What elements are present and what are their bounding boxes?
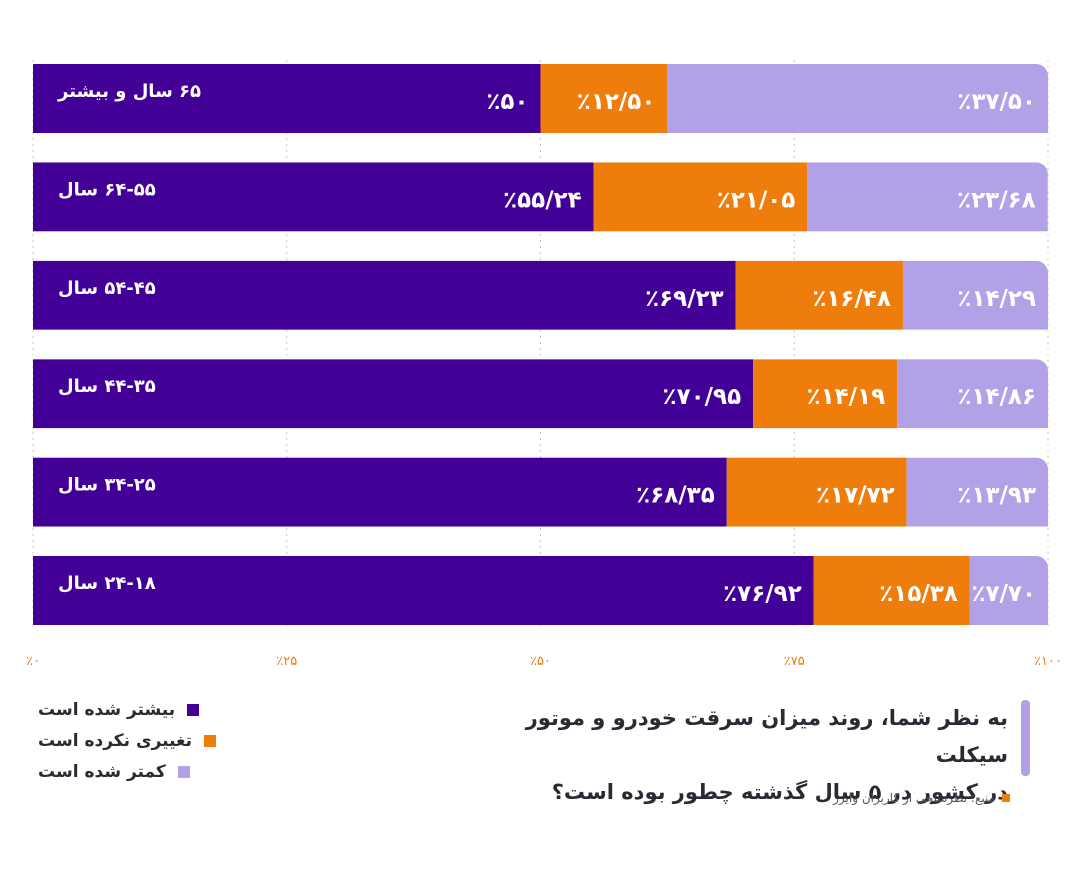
bar-segment — [33, 556, 814, 625]
value-label: ٪۱۵/۳۸ — [879, 581, 958, 607]
bar-row — [33, 260, 1048, 330]
legend-swatch-increased — [187, 703, 200, 716]
value-label: ٪۵۰ — [486, 89, 528, 115]
source-marker — [1002, 794, 1010, 802]
bar-segment — [33, 260, 736, 330]
x-tick-label: ٪۷۵ — [784, 654, 805, 669]
x-tick-label: ٪۰ — [26, 654, 40, 669]
bar-segment — [33, 64, 541, 133]
value-label: ٪۷/۷۰ — [971, 581, 1036, 607]
bar-segment — [726, 457, 907, 527]
bar-row — [33, 457, 1048, 527]
value-label: ٪۵۵/۲۴ — [503, 187, 582, 213]
value-label: ٪۳۷/۵۰ — [957, 89, 1036, 115]
bar-segment — [33, 162, 594, 232]
bar-segment — [902, 260, 1048, 330]
category-label: ۶۵ سال و بیشتر — [57, 81, 201, 102]
value-label: ٪۱۷/۷۲ — [816, 483, 895, 509]
source-text: منبع: نظرسنجی از کاربران وایزر — [833, 791, 995, 805]
question-text: به نظر شما، روند میزان سرقت خودرو و موتو… — [470, 700, 1008, 811]
value-label: ٪۲۳/۶۸ — [957, 187, 1036, 213]
value-label: ٪۱۴/۸۶ — [957, 384, 1036, 410]
bar-row — [33, 162, 1048, 232]
bar-segment — [667, 64, 1048, 133]
value-label: ٪۱۲/۵۰ — [577, 89, 656, 115]
value-label: ٪۱۴/۱۹ — [807, 384, 886, 410]
bar-segment — [33, 359, 754, 429]
bar-segment — [813, 556, 970, 625]
bar-row — [33, 359, 1048, 429]
bar-row — [33, 556, 1048, 625]
legend-label-decreased: کمتر شده است — [38, 761, 166, 782]
bar-segment — [33, 457, 727, 527]
category-label: ۵۴-۴۵ سال — [58, 278, 156, 299]
value-label: ٪۲۱/۰۵ — [717, 187, 796, 213]
x-tick-label: ٪۱۰۰ — [1034, 654, 1062, 669]
bar-segment — [593, 162, 808, 232]
category-label: ۲۴-۱۸ سال — [58, 573, 156, 594]
bar-segment — [540, 64, 668, 133]
source-note: منبع: نظرسنجی از کاربران وایزر — [833, 791, 1010, 805]
category-label: ۶۴-۵۵ سال — [58, 179, 156, 200]
bar-segment — [735, 260, 903, 330]
legend-label-unchanged: تغییری نکرده است — [38, 730, 192, 751]
legend-swatch-decreased — [177, 765, 190, 778]
question-line-2: در کشور در ۵ سال گذشته چطور بوده است؟ — [551, 780, 1008, 804]
x-tick-label: ٪۲۵ — [276, 654, 297, 669]
legend-item-increased: بیشتر شده است — [38, 694, 224, 725]
value-label: ٪۶۸/۳۵ — [636, 483, 715, 509]
legend-item-decreased: کمتر شده است — [38, 756, 224, 787]
bar-segment — [753, 359, 898, 429]
question-line-1: به نظر شما، روند میزان سرقت خودرو و موتو… — [525, 706, 1008, 767]
value-label: ٪۱۴/۲۹ — [957, 286, 1036, 312]
category-label: ۴۴-۳۵ سال — [58, 376, 156, 397]
legend-swatch-unchanged — [204, 734, 216, 747]
bar-row — [33, 64, 1048, 133]
question-accent-bar — [1021, 700, 1030, 776]
chart-question: به نظر شما، روند میزان سرقت خودرو و موتو… — [470, 700, 1030, 811]
bar-segment — [906, 457, 1048, 527]
value-label: ٪۱۳/۹۳ — [957, 483, 1036, 509]
bar-segment — [897, 359, 1048, 429]
chart-legend: بیشتر شده است تغییری نکرده است کمتر شده … — [38, 694, 224, 787]
legend-item-unchanged: تغییری نکرده است — [38, 725, 224, 756]
value-label: ٪۱۶/۴۸ — [812, 286, 891, 312]
bar-segment — [969, 556, 1048, 625]
bar-segment — [807, 162, 1048, 232]
x-tick-label: ٪۵۰ — [530, 654, 551, 669]
value-label: ٪۷۶/۹۲ — [723, 581, 802, 607]
category-label: ۳۴-۲۵ سال — [58, 475, 156, 496]
value-label: ٪۷۰/۹۵ — [663, 384, 742, 410]
legend-label-increased: بیشتر شده است — [38, 699, 176, 720]
stacked-bar-chart: ٪۰ ٪۲۵ ٪۵۰ ٪۷۵ ٪۱۰۰ ۶۵ سال و بیشتر ٪۵۰ ٪۱۲/۵۰ ٪۳… — [26, 60, 1062, 669]
value-label: ٪۶۹/۲۳ — [645, 286, 724, 312]
